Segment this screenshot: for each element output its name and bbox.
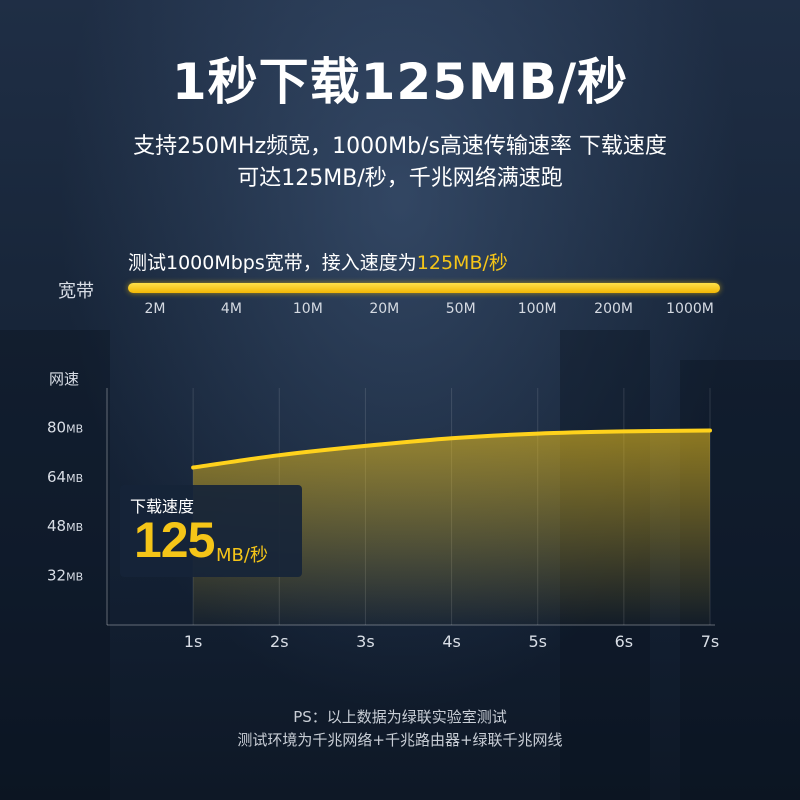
y-tick-unit: MB [66, 571, 83, 584]
bandwidth-tick-label: 20M [369, 301, 400, 317]
subtitle-line-2: 可达125MB/秒，千兆网络满速跑 [237, 166, 563, 191]
bandwidth-label: 宽带 [58, 281, 94, 302]
speed-data-point [537, 433, 539, 435]
speed-area-fill [193, 430, 711, 625]
speed-data-point [623, 430, 625, 432]
subtitle-line-1: 支持250MHz频宽，1000Mb/s高速传输速率 下载速度 [133, 134, 667, 159]
x-tick-label: 2s [270, 632, 289, 651]
y-tick-label: 64MB [47, 468, 83, 486]
footnote-line-1: PS：以上数据为绿联实验室测试 [293, 708, 507, 726]
download-speed-unit: MB/秒 [216, 545, 268, 566]
bandwidth-tick-label: 1000M [666, 301, 714, 317]
bandwidth-tick-label: 100M [517, 301, 557, 317]
speed-data-point [709, 429, 711, 431]
x-tick-label: 5s [528, 632, 547, 651]
y-tick-unit: MB [66, 472, 83, 485]
download-speed-value: 125 [134, 512, 215, 568]
page-title: 1秒下载125MB/秒 [171, 53, 629, 111]
bandwidth-progress-bar [128, 283, 720, 293]
speed-data-point [192, 467, 194, 469]
bandwidth-tick-label: 50M [445, 301, 476, 317]
speed-data-point [278, 454, 280, 456]
y-axis-title: 网速 [49, 370, 79, 388]
bandwidth-tick-label: 4M [220, 301, 242, 317]
y-tick-label: 80MB [47, 418, 83, 436]
download-speed-box: 下载速度 125 MB/秒 [120, 485, 302, 577]
background-building [0, 330, 110, 800]
x-tick-label: 3s [356, 632, 375, 651]
x-tick-label: 7s [701, 632, 720, 651]
x-tick-label: 4s [442, 632, 461, 651]
y-tick-label: 32MB [47, 567, 83, 585]
y-tick-unit: MB [66, 422, 83, 435]
bandwidth-tick-label: 10M [292, 301, 323, 317]
y-tick-number: 64 [47, 468, 66, 486]
bandwidth-caption-highlight: 125MB/秒 [416, 252, 508, 274]
y-tick-number: 32 [47, 567, 66, 585]
y-tick-number: 80 [47, 418, 66, 436]
bandwidth-caption: 测试1000Mbps宽带，接入速度为125MB/秒 [128, 248, 508, 275]
speed-data-point [364, 445, 366, 447]
x-tick-label: 1s [184, 632, 203, 651]
speed-data-point [451, 437, 453, 439]
bandwidth-tick-label: 2M [144, 301, 166, 317]
footnote-line-2: 测试环境为千兆网络+千兆路由器+绿联千兆网线 [237, 731, 563, 749]
x-tick-label: 6s [615, 632, 634, 651]
bandwidth-tick-label: 200M [594, 301, 633, 317]
bandwidth-caption-text: 测试1000Mbps宽带，接入速度为 [128, 252, 417, 274]
y-tick-unit: MB [66, 521, 83, 534]
y-tick-label: 48MB [47, 517, 83, 535]
download-speed-label: 下载速度 [130, 497, 195, 516]
y-tick-number: 48 [47, 517, 66, 535]
